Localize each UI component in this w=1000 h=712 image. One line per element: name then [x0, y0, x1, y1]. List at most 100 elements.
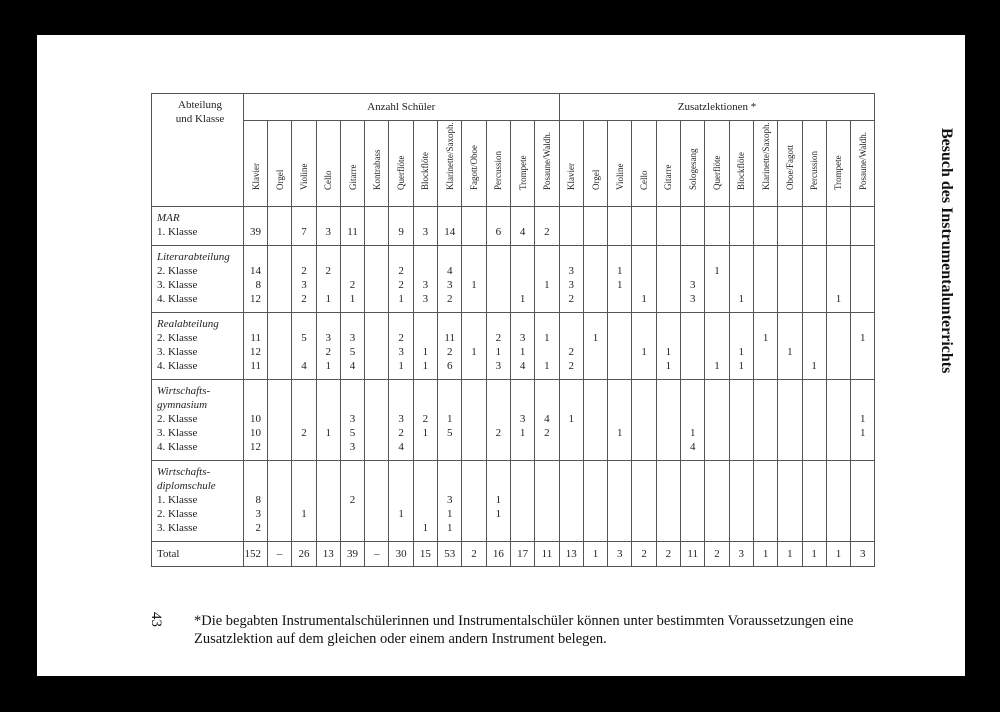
cell-value: 2 — [446, 346, 453, 358]
table-cell — [777, 206, 803, 246]
cell-value — [511, 440, 534, 454]
column-header-label: Blockflöte — [420, 152, 431, 190]
cell-value — [462, 426, 485, 440]
cell-value — [754, 359, 777, 373]
cell-value — [535, 440, 558, 454]
cell-value: 10 — [250, 413, 261, 425]
cell-value: 7 — [301, 226, 307, 238]
cell-value — [803, 507, 826, 521]
cell-value: 1 — [738, 293, 745, 305]
department-name: Literarabteilung — [157, 251, 230, 263]
cell-value: 2 — [301, 427, 307, 439]
cell-value — [657, 507, 680, 521]
table-cell — [704, 460, 730, 542]
cell-value — [317, 493, 340, 507]
cell-value — [778, 412, 801, 426]
cell-value — [681, 359, 704, 373]
cell-value — [389, 493, 412, 507]
cell-value — [268, 521, 291, 535]
total-cell: 17 — [509, 541, 536, 567]
table-cell: 3 — [315, 206, 341, 246]
cell-value — [851, 292, 874, 306]
table-cell: 39 — [243, 206, 268, 246]
class-label: 3. Klasse — [157, 279, 198, 291]
column-header: Klarinette/Saxoph. — [752, 120, 779, 207]
cell-value: 1 — [422, 427, 429, 439]
cell-value — [268, 440, 291, 454]
class-label: 1. Klasse — [157, 226, 198, 238]
cell-value: 1 — [325, 427, 331, 439]
cell-value — [827, 493, 850, 507]
cell-value — [462, 264, 485, 278]
cell-value — [560, 331, 583, 345]
cell-value — [778, 521, 801, 535]
cell-value: 1 — [495, 494, 502, 506]
cell-value — [851, 278, 874, 292]
cell-value — [268, 493, 291, 507]
table-cell: 9 — [388, 206, 414, 246]
table-cell — [825, 379, 852, 461]
table-cell — [777, 379, 803, 461]
cell-value — [730, 493, 753, 507]
cell-value — [827, 440, 850, 454]
cell-value: 1 — [301, 508, 307, 520]
cell-value — [657, 493, 680, 507]
cell-value — [462, 331, 485, 345]
table-cell: 2 — [339, 460, 366, 542]
cell-value — [341, 264, 364, 278]
class-label: 3. Klasse — [157, 522, 198, 534]
cell-value: 3 — [519, 413, 526, 425]
column-header-label: Posaune/Waldh. — [857, 131, 868, 190]
cell-value — [657, 521, 680, 535]
cell-value — [584, 507, 607, 521]
cell-value — [511, 493, 534, 507]
cell-value — [632, 440, 655, 454]
cell-value — [608, 359, 631, 373]
cell-value — [657, 292, 680, 306]
cell-value — [778, 440, 801, 454]
table-cell — [801, 206, 827, 246]
cell-value: 2 — [495, 427, 502, 439]
column-header: Posaune/Waldh. — [850, 120, 876, 207]
total-cell: 3 — [728, 541, 754, 567]
cell-value: 1 — [860, 427, 866, 439]
table-cell — [266, 460, 293, 542]
cell-value — [608, 521, 631, 535]
cell-value: 2 — [349, 279, 356, 291]
total-cell: 13 — [315, 541, 341, 567]
cell-value — [584, 225, 607, 239]
cell-value — [560, 507, 583, 521]
cell-value — [608, 412, 631, 426]
cell-value — [803, 440, 826, 454]
cell-value: 2 — [398, 332, 404, 344]
cell-value — [827, 225, 850, 239]
column-header-label: Percussion — [493, 151, 504, 190]
column-header: Oboe/Fagott — [777, 120, 803, 207]
cell-value: 1 — [665, 360, 672, 372]
cell-value — [560, 440, 583, 454]
cell-value: 2 — [325, 265, 331, 277]
cell-value: 1 — [422, 522, 429, 534]
cell-value — [705, 345, 728, 359]
table-cell: 1 — [315, 379, 341, 461]
total-cell: 11 — [534, 541, 560, 567]
cell-value — [414, 440, 437, 454]
cell-value — [584, 264, 607, 278]
cell-value: 2 — [568, 293, 574, 305]
table-cell — [364, 245, 390, 313]
cell-value — [754, 225, 777, 239]
total-cell: 3 — [850, 541, 876, 567]
cell-value: 4 — [544, 413, 550, 425]
cell-value — [292, 493, 315, 507]
cell-value: 1 — [860, 413, 866, 425]
table-row-group: Realabteilung 2. Klasse 3. Klasse 4. Klasse… — [151, 312, 876, 380]
cell-value — [705, 412, 728, 426]
cell-value — [827, 345, 850, 359]
table-cell — [825, 206, 852, 246]
cell-value — [705, 493, 728, 507]
cell-value: 3 — [446, 279, 453, 291]
total-cell: 2 — [655, 541, 682, 567]
cell-value: 1 — [422, 346, 429, 358]
